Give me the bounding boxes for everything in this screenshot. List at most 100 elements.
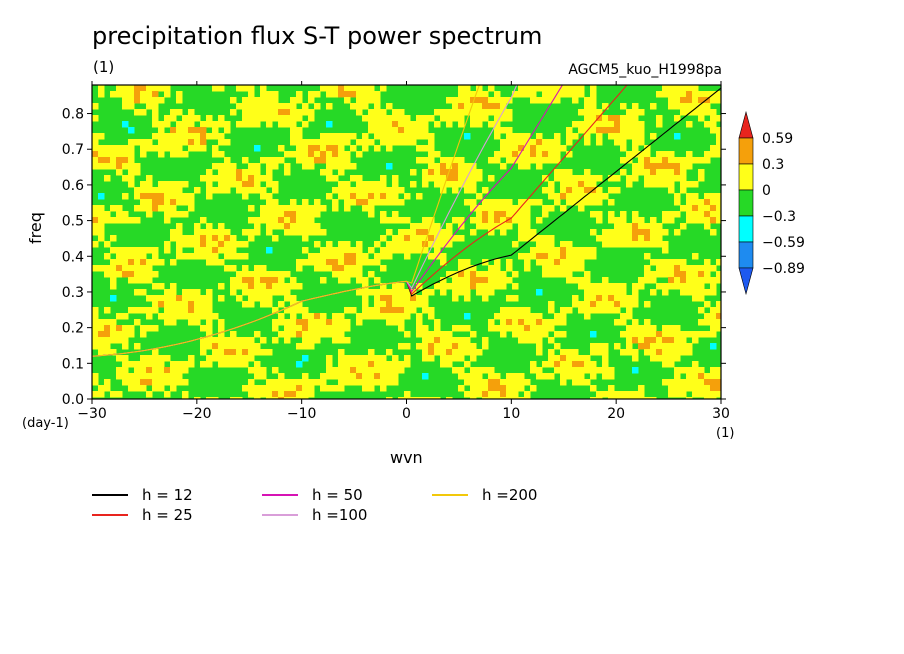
field-cell	[356, 313, 363, 320]
field-cell	[242, 115, 249, 122]
field-cell	[326, 361, 333, 368]
field-cell	[596, 193, 603, 200]
field-cell	[386, 217, 393, 224]
field-cell	[710, 115, 717, 122]
field-cell	[230, 97, 237, 104]
field-cell	[272, 223, 279, 230]
field-cell	[410, 301, 417, 308]
field-cell	[254, 109, 261, 116]
field-cell	[242, 301, 249, 308]
field-cell	[716, 301, 721, 308]
field-cell	[392, 247, 399, 254]
field-cell	[674, 343, 681, 350]
field-cell	[386, 397, 393, 399]
field-cell	[122, 97, 129, 104]
field-cell	[182, 391, 189, 398]
field-cell	[656, 229, 663, 236]
field-cell	[182, 181, 189, 188]
field-cell	[230, 241, 237, 248]
field-cell	[338, 247, 345, 254]
field-cell	[398, 199, 405, 206]
field-cell	[530, 157, 537, 164]
field-cell	[188, 355, 195, 362]
field-cell	[716, 97, 721, 104]
field-cell	[272, 289, 279, 296]
field-cell	[158, 301, 165, 308]
field-cell	[338, 259, 345, 266]
legend-label: h = 12	[142, 486, 193, 504]
field-cell	[374, 259, 381, 266]
field-cell	[470, 115, 477, 122]
field-cell	[536, 133, 543, 140]
field-cell	[116, 157, 123, 164]
field-cell	[278, 289, 285, 296]
field-cell	[716, 319, 721, 326]
field-cell	[446, 241, 453, 248]
field-cell	[626, 127, 633, 134]
field-cell	[656, 265, 663, 272]
field-cell	[128, 307, 135, 314]
field-cell	[692, 211, 699, 218]
field-cell	[386, 115, 393, 122]
field-cell	[314, 313, 321, 320]
field-cell	[326, 169, 333, 176]
field-cell	[248, 109, 255, 116]
field-cell	[230, 235, 237, 242]
field-cell	[308, 223, 315, 230]
field-cell	[698, 205, 705, 212]
field-cell	[530, 151, 537, 158]
field-cell	[590, 211, 597, 218]
y-tick-label: 0.8	[62, 107, 84, 123]
field-cell	[344, 91, 351, 98]
field-cell	[200, 349, 207, 356]
field-cell	[152, 205, 159, 212]
field-cell	[632, 301, 639, 308]
field-cell	[368, 127, 375, 134]
field-cell	[104, 241, 111, 248]
field-cell	[596, 211, 603, 218]
field-cell	[134, 139, 141, 146]
field-cell	[218, 121, 225, 128]
field-cell	[698, 169, 705, 176]
field-cell	[662, 265, 669, 272]
field-cell	[110, 163, 117, 170]
field-cell	[464, 337, 471, 344]
field-cell	[530, 361, 537, 368]
field-cell	[650, 235, 657, 242]
field-cell	[290, 133, 297, 140]
field-cell	[314, 265, 321, 272]
field-cell	[152, 385, 159, 392]
field-cell	[716, 115, 721, 122]
field-cell	[314, 103, 321, 110]
field-cell	[602, 349, 609, 356]
field-cell	[458, 349, 465, 356]
field-cell	[482, 223, 489, 230]
field-cell	[680, 91, 687, 98]
field-cell	[248, 271, 255, 278]
field-cell	[380, 133, 387, 140]
field-cell	[176, 379, 183, 386]
field-cell	[194, 139, 201, 146]
field-cell	[320, 331, 327, 338]
field-cell	[284, 271, 291, 278]
field-cell	[524, 199, 531, 206]
field-cell	[686, 109, 693, 116]
field-cell	[668, 379, 675, 386]
field-cell	[368, 205, 375, 212]
field-cell	[362, 133, 369, 140]
field-cell	[266, 205, 273, 212]
field-cell	[662, 289, 669, 296]
field-cell	[470, 187, 477, 194]
field-cell	[518, 163, 525, 170]
field-cell	[188, 127, 195, 134]
field-cell	[278, 277, 285, 284]
field-cell	[308, 157, 315, 164]
field-cell	[488, 271, 495, 278]
field-cell	[440, 331, 447, 338]
field-cell	[668, 259, 675, 266]
field-cell	[692, 361, 699, 368]
field-cell	[368, 85, 375, 92]
field-cell	[482, 109, 489, 116]
field-cell	[476, 85, 483, 92]
field-cell	[236, 85, 243, 92]
